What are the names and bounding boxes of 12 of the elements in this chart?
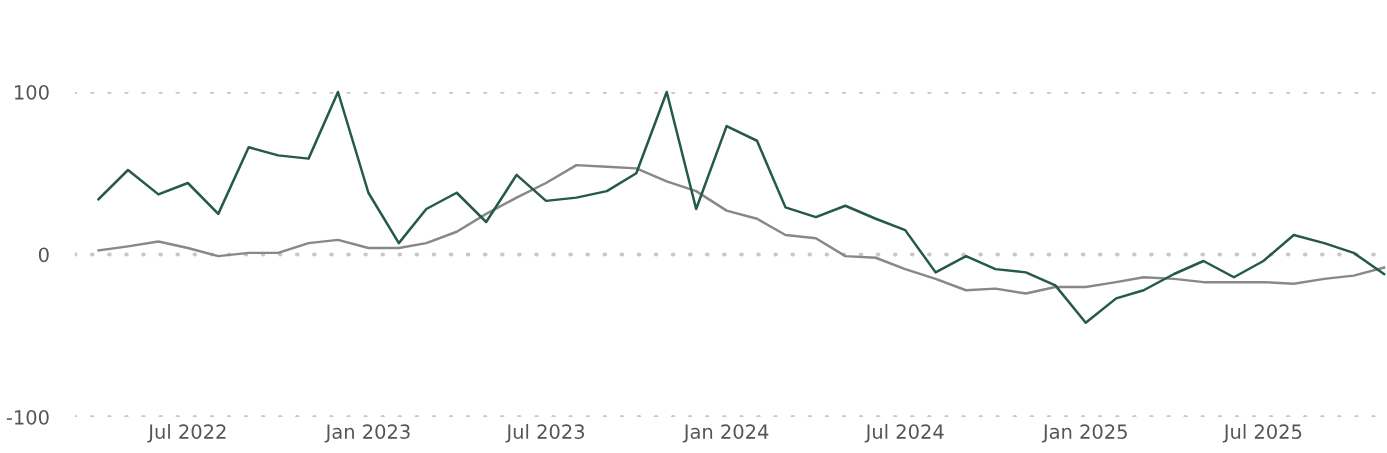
- y-tick-label: 0: [38, 247, 49, 263]
- y-tick-label: -100: [6, 409, 49, 425]
- line-series: [97, 90, 1386, 324]
- x-tick-label: Jan 2025: [1041, 424, 1127, 443]
- x-tick-label: Jan 2023: [324, 424, 410, 443]
- line-series: [97, 163, 1386, 295]
- x-tick-label: Jul 2023: [505, 423, 585, 443]
- x-tick-label: Jan 2024: [682, 424, 769, 443]
- x-tick-label: Jul 2024: [864, 423, 944, 443]
- y-tick-label: 100: [15, 84, 49, 100]
- x-tick-label: Jul 2025: [1222, 423, 1302, 443]
- x-tick-label: Jul 2022: [147, 423, 226, 443]
